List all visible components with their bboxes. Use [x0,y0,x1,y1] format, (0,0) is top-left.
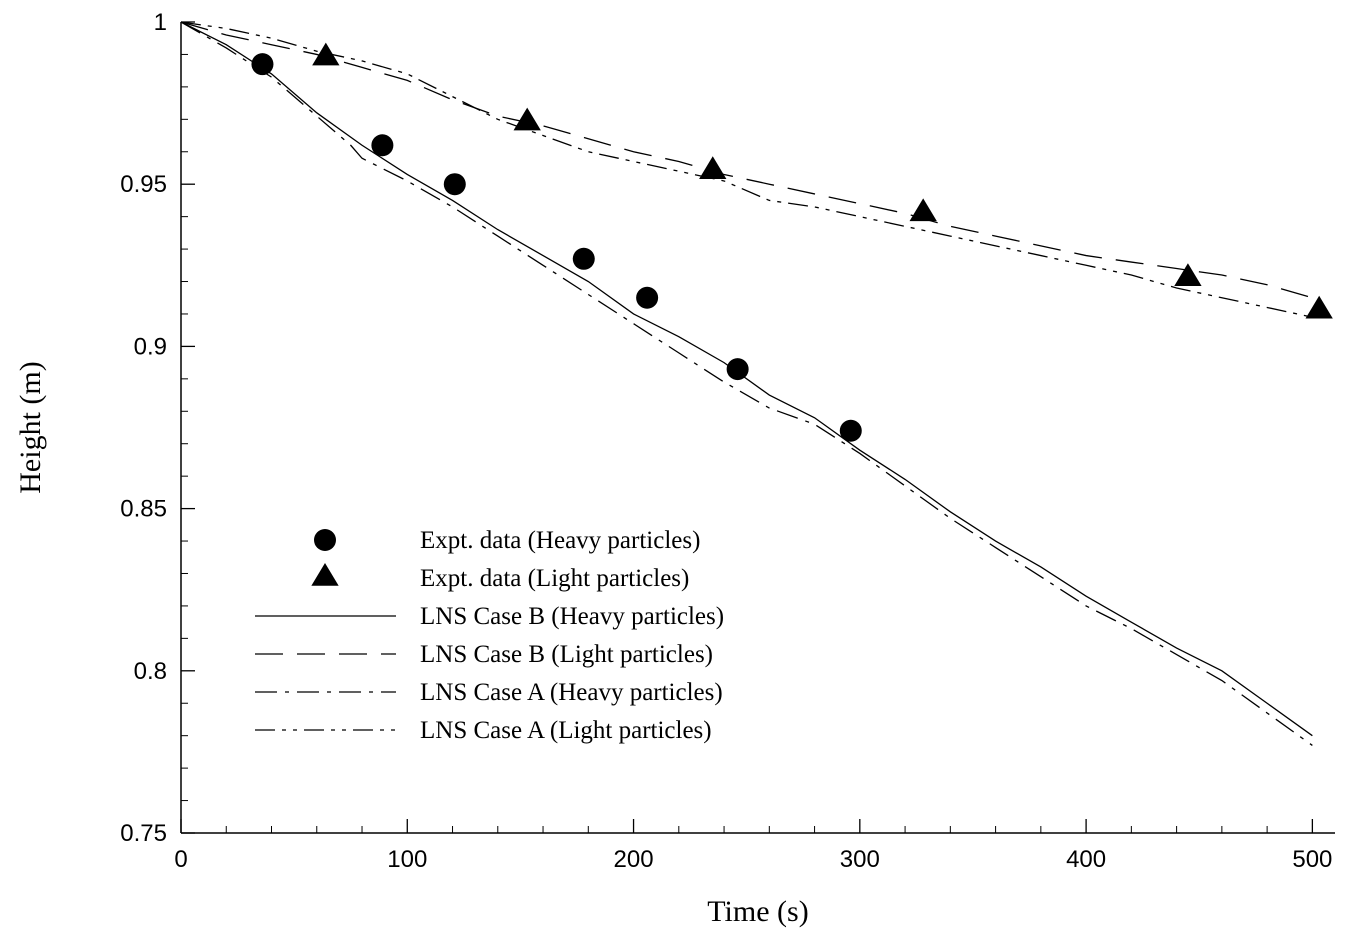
x-axis-title: Time (s) [707,895,808,928]
y-tick-label: 0.75 [120,820,167,847]
series-line-3 [180,21,1313,299]
legend: Expt. data (Heavy particles) Expt. data (… [255,527,724,744]
legend-item: LNS Case B (Light particles) [255,641,713,668]
legend-label: LNS Case A (Heavy particles) [420,679,723,706]
data-point-light [513,107,541,131]
legend-marker-triangle [311,563,339,586]
legend-item: Expt. data (Light particles) [311,563,689,592]
legend-label: LNS Case B (Light particles) [420,641,713,668]
legend-label: LNS Case B (Heavy particles) [420,603,724,630]
data-point-light [909,198,937,222]
y-axis-title: Height (m) [14,361,47,493]
x-tick-label: 200 [614,846,654,873]
y-tick-label: 0.95 [120,171,167,198]
ticks: 0.75 0.8 0.85 0.9 0.95 1 0 100 200 300 400 500 [120,9,1332,873]
y-tick-label: 1 [154,9,167,36]
series-line-2 [180,21,1313,737]
legend-marker-circle [314,529,336,551]
legend-item: Expt. data (Heavy particles) [314,527,700,554]
data-point-heavy [636,286,659,309]
data-point-light [312,42,340,66]
legend-item: LNS Case B (Heavy particles) [255,603,724,630]
data-point-heavy [572,247,595,270]
series-line-5 [180,21,1313,318]
series-line-4 [180,21,1313,746]
legend-item: LNS Case A (Light particles) [255,717,712,744]
data-point-heavy [839,419,862,442]
legend-label: Expt. data (Light particles) [420,565,689,592]
x-tick-label: 100 [387,846,427,873]
x-tick-label: 0 [174,846,187,873]
data-point-light [1305,295,1333,319]
x-tick-label: 300 [840,846,880,873]
data-point-heavy [251,53,274,76]
legend-label: LNS Case A (Light particles) [420,717,712,744]
data-point-light [1174,263,1202,287]
series-layer [180,21,1333,746]
x-tick-label: 500 [1292,846,1332,873]
y-tick-label: 0.85 [120,496,167,523]
y-tick-label: 0.8 [134,658,167,685]
data-point-light [699,156,727,179]
legend-item: LNS Case A (Heavy particles) [255,679,723,706]
data-point-heavy [443,173,466,196]
data-point-heavy [726,358,749,381]
data-point-heavy [371,134,394,157]
legend-label: Expt. data (Heavy particles) [420,527,700,554]
plot-area [180,22,1335,834]
x-tick-label: 400 [1066,846,1106,873]
y-tick-label: 0.9 [134,333,167,360]
